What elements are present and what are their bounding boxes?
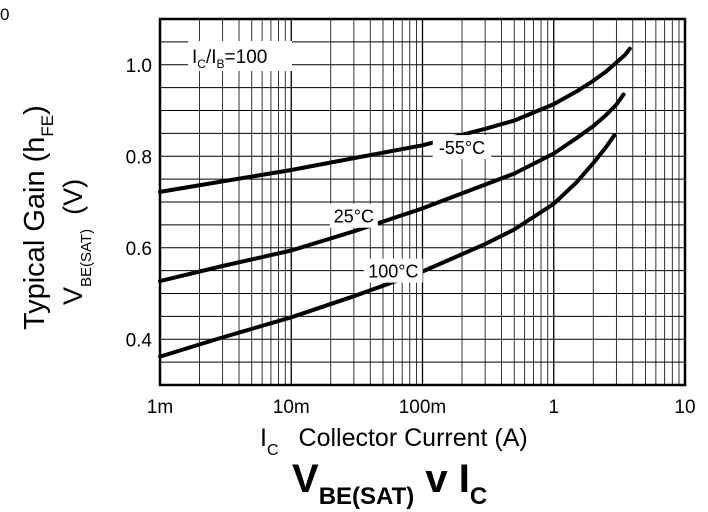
series-line: [158, 92, 626, 284]
y-tick-label: 0.4: [126, 330, 153, 351]
x-tick-label: 100m: [399, 397, 447, 418]
series-line: [158, 133, 617, 359]
x-tick-label: 10m: [273, 397, 310, 418]
condition-label-bg: [188, 41, 292, 71]
y-axis-label-outer: Typical Gain (hFE): [19, 105, 57, 330]
condition-label: IC/IB=100: [188, 41, 292, 71]
corner-mark: 0: [0, 5, 9, 24]
y-axis-label-inner: VBE(SAT)(V): [58, 179, 95, 305]
series-label-bg: [329, 203, 378, 228]
grid: [159, 19, 685, 385]
y-tick-label: 1.0: [126, 56, 152, 77]
series-line: [158, 46, 632, 194]
series-label-bg: [364, 258, 423, 283]
y-tick-label: 0.8: [126, 147, 152, 168]
series-label: 100°C: [368, 262, 418, 282]
chart-title: VBE(SAT) v IC: [292, 457, 487, 510]
x-tick-label: 1: [548, 397, 559, 418]
condition-text: IC/IB=100: [192, 47, 267, 71]
plot-frame: [158, 17, 687, 387]
curves: -55°C 25°C 100°C: [158, 46, 632, 359]
series-label: 25°C: [334, 207, 374, 227]
x-axis-label: IC Collector Current (A): [260, 424, 528, 459]
series-label: -55°C: [439, 138, 485, 158]
tick-labels: 1m 10m 100m 1 10 0.4 0.6 0.8 1.0: [126, 56, 696, 418]
x-tick-label: 1m: [147, 397, 173, 418]
x-tick-label: 10: [674, 397, 695, 418]
y-tick-label: 0.6: [126, 239, 152, 260]
series-label-bg: [432, 135, 492, 160]
